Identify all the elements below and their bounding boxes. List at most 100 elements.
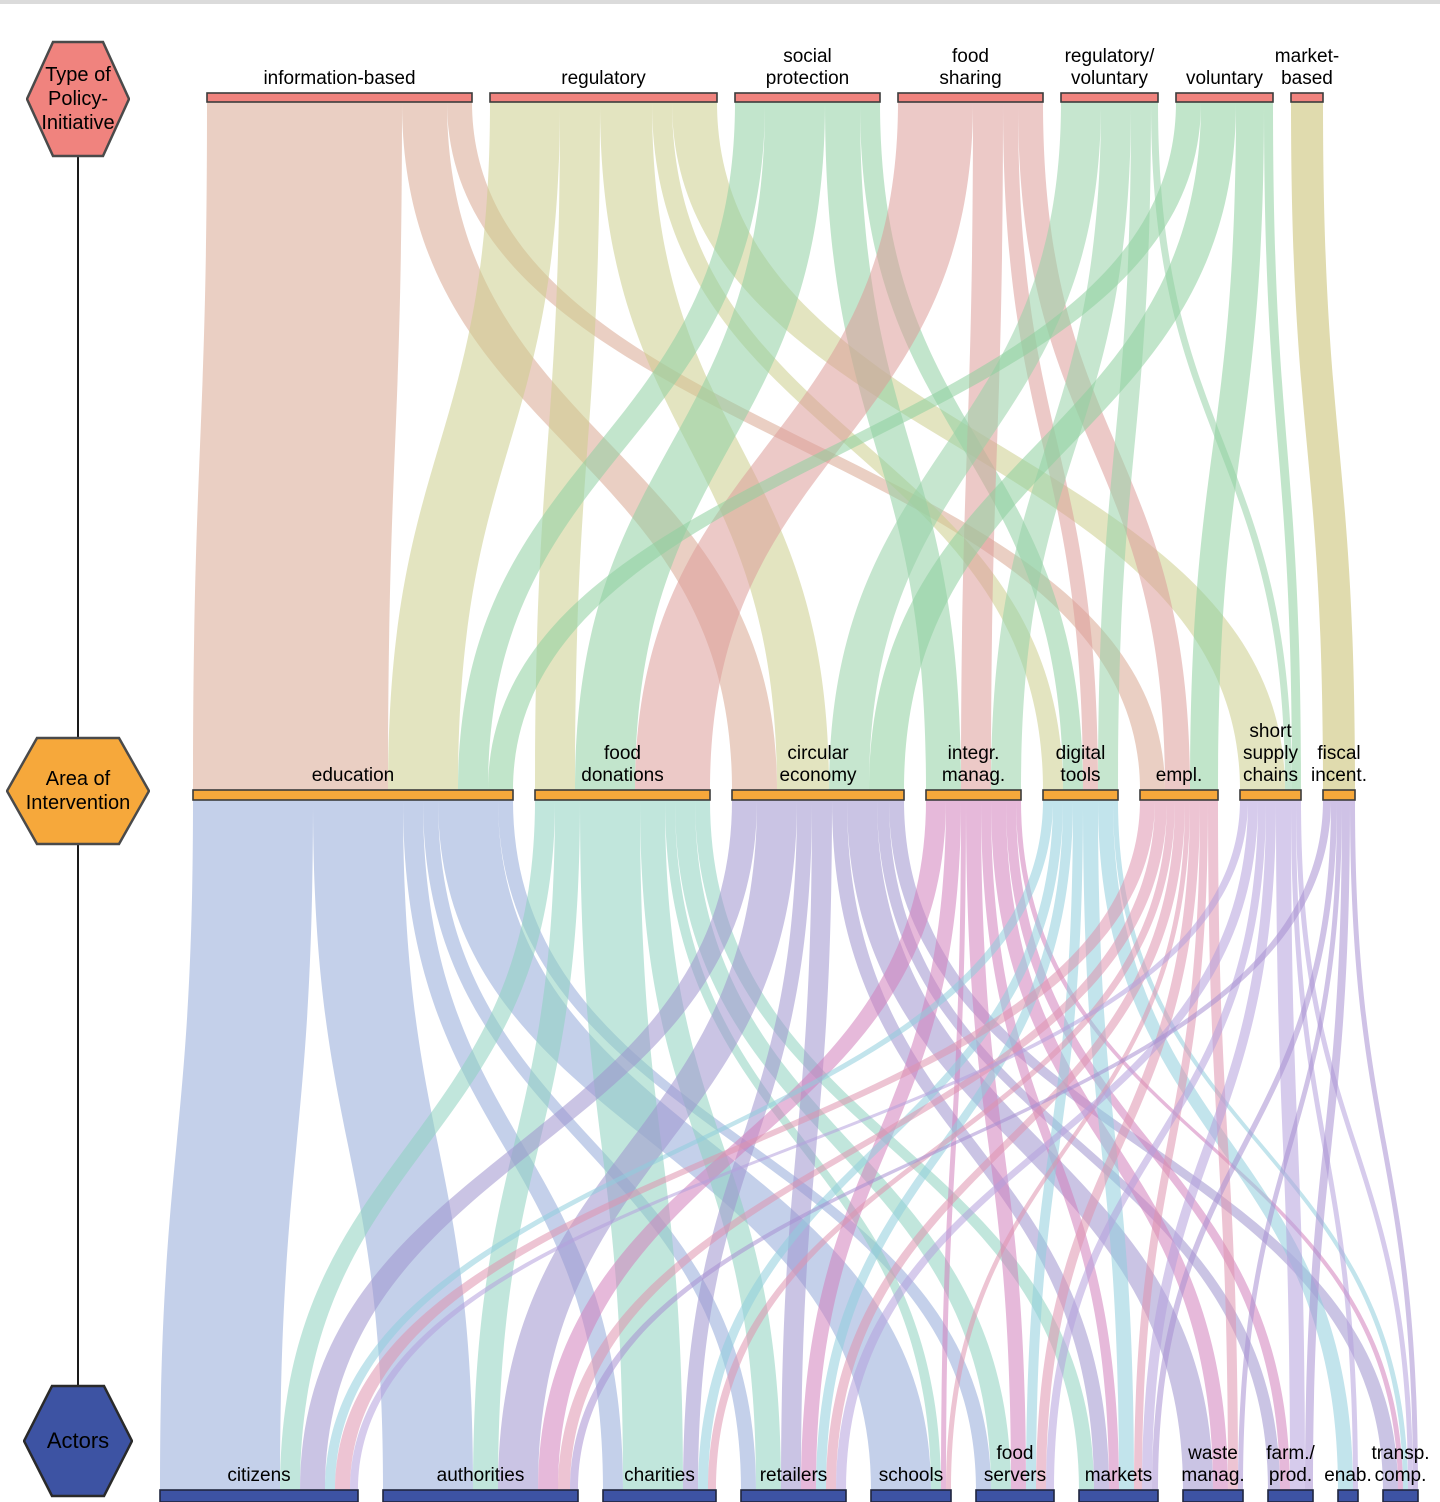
sankey-flow-circular-economy-to-waste-manag <box>847 800 1213 1490</box>
label-social-protection-line2: protection <box>766 68 849 89</box>
sankey-node-authorities <box>382 1489 579 1502</box>
sankey-node-enab <box>1337 1489 1359 1502</box>
figure-top-border <box>0 0 1440 4</box>
sankey-node-short-supply-chains <box>1239 789 1302 801</box>
label-food-donations-line2: donations <box>581 765 663 786</box>
intervention-area-hexagon-shape <box>6 736 150 846</box>
sankey-flow-regulatory-to-food-donations <box>535 102 600 790</box>
sankey-flow-food-donations-to-citizens <box>280 800 555 1490</box>
sankey-node-fiscal-incent <box>1322 789 1356 801</box>
actors-hexagon-label: Actors <box>23 1383 133 1499</box>
label-food-sharing-line2: sharing <box>939 68 1001 89</box>
label-waste-manag-line1: waste <box>1187 1443 1238 1464</box>
sankey-node-schools <box>870 1489 952 1502</box>
intervention-area-hexagon-label: Area of Intervention <box>6 735 150 847</box>
sankey-flow-short-supply-chains-to-food-servers <box>1046 800 1266 1490</box>
label-digital-tools-line1: digital <box>1056 743 1106 764</box>
sankey-node-food-donations <box>534 789 711 801</box>
policy-type-hexagon-label: Type of Policy- Initiative <box>26 39 130 159</box>
sankey-node-regulatory <box>489 92 718 103</box>
policy-type-hexagon-line2: Policy- <box>47 88 108 110</box>
sankey-flow-voluntary-to-empl <box>1190 102 1264 790</box>
sankey-node-citizens <box>159 1489 359 1502</box>
sankey-node-markets <box>1078 1489 1159 1502</box>
sankey-node-retailers <box>740 1489 847 1502</box>
sankey-flow-integr-manag-to-food-servers <box>966 800 1026 1490</box>
sankey-node-circular-economy <box>731 789 905 801</box>
label-farm-prod-line2: prod. <box>1269 1465 1312 1486</box>
label-short-supply-chains-line3: chains <box>1243 765 1298 786</box>
label-education: education <box>312 765 394 786</box>
label-fiscal-incent-line1: fiscal <box>1317 743 1360 764</box>
sankey-node-farm-prod <box>1267 1489 1314 1502</box>
label-retailers: retailers <box>760 1465 828 1486</box>
sankey-flow-short-supply-chains-to-transp-comp <box>1296 800 1413 1490</box>
label-food-servers-line1: food <box>997 1443 1034 1464</box>
sankey-node-empl <box>1139 789 1219 801</box>
sankey-flow-circular-economy-to-authorities <box>498 800 797 1490</box>
label-market-based-line2: based <box>1281 68 1333 89</box>
sankey-flow-food-donations-to-markets <box>695 800 1094 1490</box>
sankey-flow-regulatory-to-education <box>388 102 560 790</box>
sankey-flow-digital-tools-to-charities <box>698 800 1063 1490</box>
intervention-area-hexagon: Area of Intervention <box>6 735 150 847</box>
sankey-flow-food-sharing-to-food-donations <box>635 102 973 790</box>
sankey-flow-empl-to-schools <box>946 800 1190 1490</box>
label-transp-comp-line2: comp. <box>1375 1465 1427 1486</box>
actors-hexagon-line1: Actors <box>46 1428 110 1453</box>
label-social-protection-line1: social <box>783 46 832 67</box>
label-regulatory-voluntary-line1: regulatory/ <box>1065 46 1155 67</box>
sankey-flow-regulatory-voluntary-to-digital-tools <box>1098 102 1151 790</box>
label-integr-manag-line1: integr. <box>948 743 1000 764</box>
label-waste-manag-line2: manag. <box>1181 1465 1244 1486</box>
sankey-flow-fiscal-incent-to-authorities <box>570 800 1331 1490</box>
sankey-flow-short-supply-chains-to-markets <box>1142 800 1276 1490</box>
sankey-flow-voluntary-to-short-supply-chains <box>1264 102 1301 790</box>
sankey-flow-empl-to-markets <box>1134 800 1208 1490</box>
sankey-flow-food-sharing-to-empl <box>1018 102 1190 790</box>
sankey-node-waste-manag <box>1182 1489 1244 1502</box>
sankey-flow-regulatory-voluntary-to-circular-economy <box>829 102 1101 790</box>
policy-type-hexagon: Type of Policy- Initiative <box>26 39 130 159</box>
label-schools: schools <box>879 1465 943 1486</box>
sankey-flow-information-based-to-education <box>193 102 402 790</box>
label-circular-economy-line2: economy <box>779 765 857 786</box>
sankey-flow-empl-to-authorities <box>558 800 1167 1490</box>
sankey-flow-digital-tools-to-citizens <box>325 800 1053 1490</box>
sankey-node-social-protection <box>734 92 881 103</box>
label-information-based: information-based <box>263 68 415 89</box>
sankey-flow-empl-to-charities <box>708 800 1175 1490</box>
sankey-flow-education-to-charities <box>403 800 623 1490</box>
sankey-node-food-servers <box>975 1489 1055 1502</box>
label-farm-prod-line1: farm./ <box>1266 1443 1315 1464</box>
sankey-node-regulatory-voluntary <box>1060 92 1159 103</box>
sankey-flow-information-based-to-circular-economy <box>402 102 777 790</box>
label-food-servers-line2: servers <box>984 1465 1046 1486</box>
sankey-flow-fiscal-incent-to-transp-comp <box>1350 800 1418 1490</box>
sankey-flow-short-supply-chains-to-retailers <box>836 800 1258 1490</box>
sankey-node-voluntary <box>1175 92 1274 103</box>
sankey-flow-voluntary-to-education <box>488 102 1201 790</box>
sankey-flow-circular-economy-to-retailers <box>781 800 832 1490</box>
sankey-node-food-sharing <box>897 92 1044 103</box>
label-integr-manag-line2: manag. <box>942 765 1005 786</box>
policy-type-hexagon-line3: Initiative <box>41 112 115 134</box>
sankey-flow-circular-economy-to-citizens <box>300 800 757 1490</box>
label-charities: charities <box>624 1465 695 1486</box>
intervention-area-hexagon-line2: Intervention <box>25 792 131 814</box>
sankey-flow-digital-tools-to-transp-comp <box>1113 800 1408 1490</box>
sankey-node-education <box>192 789 514 801</box>
sankey-node-transp-comp <box>1382 1489 1419 1502</box>
sankey-flow-food-donations-to-food-servers <box>675 800 1011 1490</box>
actors-hexagon-shape <box>23 1384 133 1498</box>
sankey-node-information-based <box>206 92 473 103</box>
intervention-area-hexagon-line1: Area of <box>45 768 111 790</box>
sankey-node-integr-manag <box>925 789 1022 801</box>
sankey-flow-social-protection-to-food-donations <box>575 102 825 790</box>
sankey-node-market-based <box>1290 92 1324 103</box>
label-authorities: authorities <box>437 1465 525 1486</box>
sankey-flow-fiscal-incent-to-waste-manag <box>1238 800 1342 1490</box>
sankey-node-charities <box>602 1489 717 1502</box>
label-digital-tools-line2: tools <box>1060 765 1100 786</box>
